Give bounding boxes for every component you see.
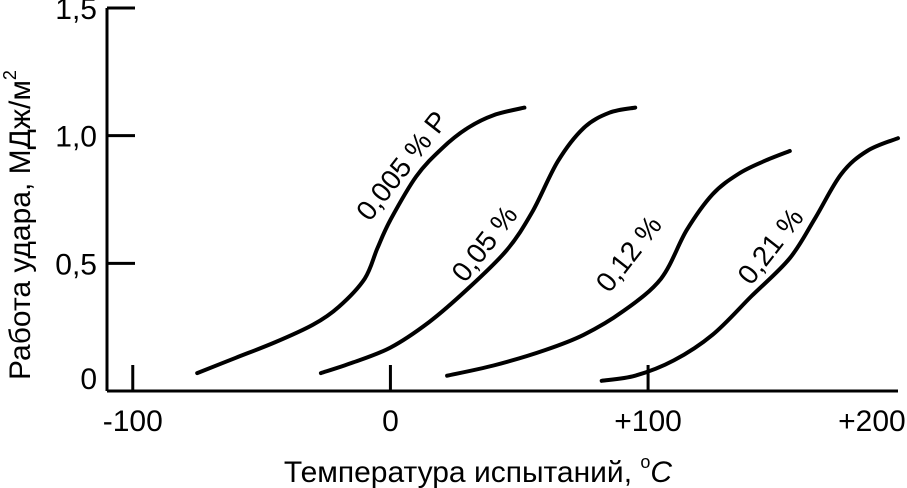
- series-line-1: [195, 105, 527, 376]
- x-ticks: -100 0 +100 +200: [103, 365, 906, 438]
- series-group: [195, 105, 900, 383]
- y-tick-label: 0: [80, 363, 97, 396]
- series-line-4: [599, 136, 900, 383]
- y-axis-title: Работа удара, МДж/м2: [0, 70, 37, 380]
- y-tick-label: 1,0: [55, 121, 97, 154]
- y-tick-label: 0,5: [55, 248, 97, 281]
- x-tick-label: +100: [614, 405, 682, 438]
- x-axis-title: Температура испытаний, oC: [284, 452, 672, 488]
- x-tick-label: -100: [103, 405, 163, 438]
- axes: [105, 8, 898, 393]
- x-tick-label: 0: [382, 405, 399, 438]
- series-line-2: [318, 105, 638, 376]
- y-ticks: 0 0,5 1,0 1,5: [55, 0, 135, 396]
- curve-label-1: 0,005 % P: [350, 105, 454, 226]
- x-tick-label: +200: [838, 405, 906, 438]
- y-tick-label: 1,5: [55, 0, 97, 26]
- series-line-3: [445, 149, 792, 378]
